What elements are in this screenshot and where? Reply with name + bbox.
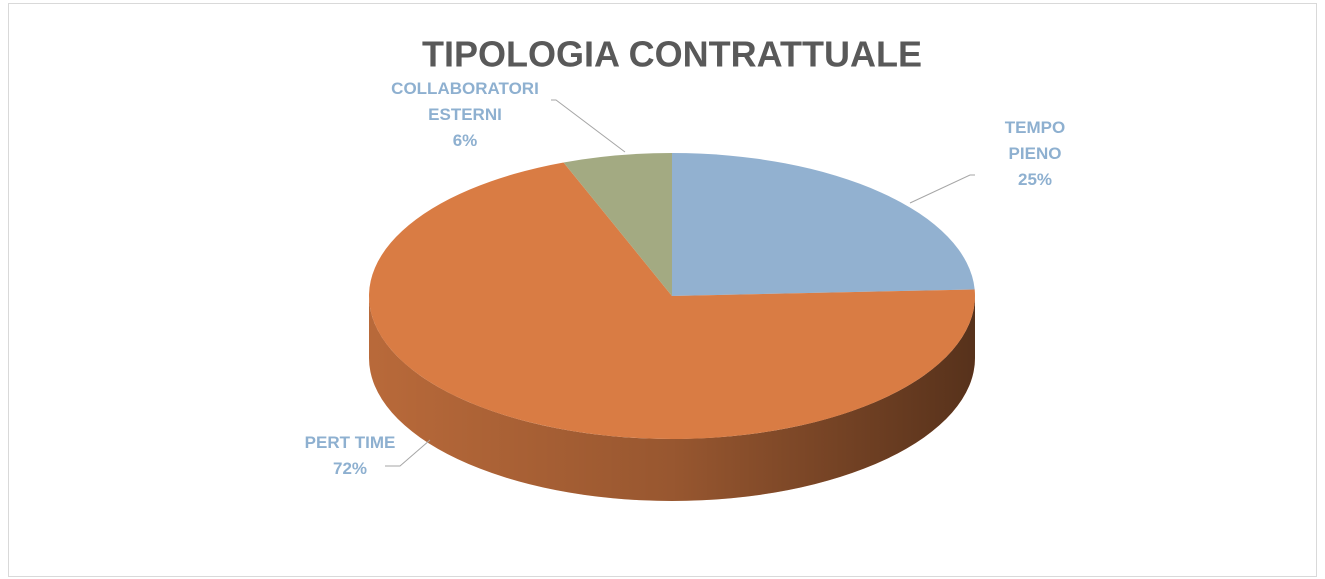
data-label-category: TEMPO PIENO [1005,118,1065,163]
slice-side-shade [369,296,975,501]
chart-title: TIPOLOGIA CONTRATTUALE [422,34,922,75]
slice [672,153,975,296]
slice [563,153,672,296]
leader-line [551,99,626,153]
data-label-value: 25% [1018,170,1052,189]
leader-line [385,439,431,467]
slice [369,162,976,439]
data-label-category: COLLABORATORI ESTERNI [391,79,539,124]
data-label-category: PERT TIME [305,433,396,452]
leader-line [909,174,975,204]
data-label-value: 72% [333,459,367,478]
data-label-value: 6% [453,131,478,150]
